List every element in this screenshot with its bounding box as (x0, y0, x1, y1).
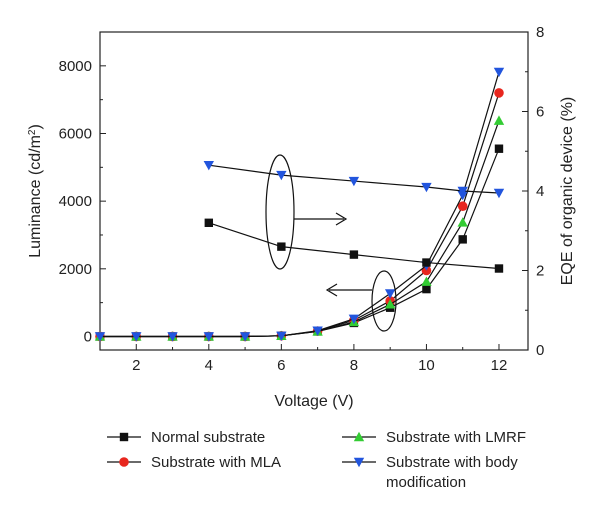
eqe-point (348, 176, 360, 187)
eqe-group-ellipse (265, 154, 295, 270)
y-left-tick-label: 6000 (59, 125, 92, 142)
y-right-tick-label: 4 (536, 183, 544, 200)
luminance-point (348, 314, 360, 325)
x-tick-label: 8 (350, 357, 358, 374)
axis-text: Voltage (V) Luminance (cd/m2) EQE of org… (27, 97, 577, 410)
luminance-series (95, 88, 504, 342)
luminance-line (100, 120, 500, 338)
luminance-point (131, 332, 142, 342)
axes: 2 4 6 8 10 12 0 2000 4000 6000 8000 0 2 4 6 8 (59, 24, 545, 374)
luminance-line (100, 71, 500, 338)
y-left-tick-label: 8000 (59, 58, 92, 75)
eqe-point (457, 186, 468, 197)
luminance-point (203, 332, 215, 342)
luminance-point (422, 284, 431, 294)
luminance-point (457, 201, 468, 212)
eqe-line (208, 222, 500, 270)
y-axis-right-label: EQE of organic device (%) (559, 97, 576, 286)
luminance-point (493, 115, 505, 125)
series-layer (94, 67, 505, 342)
luminance-point (384, 299, 396, 309)
y-left-tick-label: 2000 (59, 261, 92, 278)
legend: Normal substrate Substrate with MLA Substr… (107, 429, 526, 491)
left-arrow-head (325, 283, 338, 297)
eqe-point (204, 218, 214, 227)
luminance-line (100, 92, 500, 338)
eqe-series (204, 218, 504, 273)
luminance-point (384, 289, 396, 299)
x-tick-label: 2 (132, 357, 140, 374)
eqe-point (493, 188, 505, 199)
x-tick-label: 10 (418, 357, 435, 374)
luminance-point (458, 235, 467, 244)
legend-marker (119, 457, 129, 467)
legend-item: Substrate with LMRF (342, 429, 526, 446)
eqe-point (349, 250, 359, 259)
eqe-point (422, 258, 431, 267)
legend-marker (353, 457, 365, 468)
eqe-point (276, 170, 287, 181)
luminance-point (276, 331, 287, 341)
luminance-point (94, 332, 106, 342)
y-axis-left-label: Luminance (cd/m2) (27, 124, 45, 258)
legend-label: Normal substrate (151, 429, 265, 446)
legend-item: Substrate with body modification (342, 454, 518, 491)
legend-label-line2: modification (386, 474, 466, 491)
y-left-tick-label: 0 (84, 328, 92, 345)
luminance-point (239, 332, 251, 342)
legend-item: Normal substrate (107, 429, 265, 446)
luminance-series (94, 67, 505, 342)
eqe-point (203, 160, 215, 171)
right-arrow-head (335, 212, 348, 226)
y-right-tick-label: 8 (536, 24, 544, 41)
y-right-tick-label: 0 (536, 342, 544, 359)
eqe-point (421, 182, 432, 193)
luminance-point (494, 144, 504, 153)
luminance-series (94, 115, 505, 341)
eqe-point (277, 242, 286, 251)
eqe-point (494, 264, 504, 273)
legend-marker (353, 431, 365, 442)
luminance-group-ellipse (371, 270, 397, 332)
luminance-point (457, 217, 468, 227)
x-tick-label: 6 (277, 357, 285, 374)
luminance-point (493, 67, 505, 78)
legend-label: Substrate with MLA (151, 454, 281, 471)
luminance-point (312, 326, 323, 336)
x-axis-label: Voltage (V) (274, 393, 353, 410)
x-tick-label: 4 (205, 357, 213, 374)
annotations (265, 154, 397, 332)
legend-item: Substrate with MLA (107, 454, 281, 471)
luminance-point (421, 276, 432, 286)
x-tick-label: 12 (491, 357, 508, 374)
y-right-tick-label: 6 (536, 104, 544, 121)
legend-label: Substrate with body (386, 454, 518, 471)
luminance-point (167, 332, 178, 342)
y-left-tick-label: 4000 (59, 193, 92, 210)
y-right-tick-label: 2 (536, 263, 544, 280)
luminance-point (494, 88, 504, 98)
legend-label: Substrate with LMRF (386, 429, 526, 446)
legend-marker (119, 432, 129, 442)
